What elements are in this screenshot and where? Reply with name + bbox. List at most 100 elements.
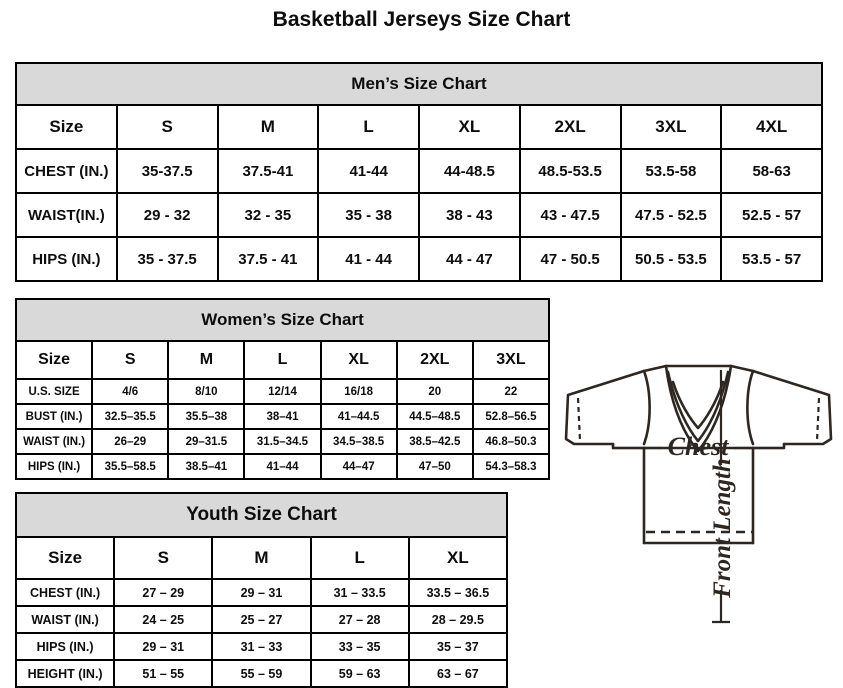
mens-chest-2xl: 48.5-53.5 xyxy=(518,148,622,194)
mens-chest-3xl: 53.5-58 xyxy=(619,148,723,194)
mens-waist-4xl: 52.5 - 57 xyxy=(720,192,823,238)
mens-hips-3xl: 50.5 - 53.5 xyxy=(619,236,723,282)
youth-waist-xl: 28 – 29.5 xyxy=(407,605,509,634)
mens-waist-3xl: 47.5 - 52.5 xyxy=(619,192,723,238)
sleeve-cuff-dashed-icon xyxy=(576,397,821,442)
womens-header-row: Size S M L XL 2XL 3XL xyxy=(14,340,551,380)
table-row: CHEST (IN.) 35-37.5 37.5-41 41-44 44-48.… xyxy=(15,148,823,194)
mens-header-s: S xyxy=(115,104,219,150)
mens-hips-s: 35 - 37.5 xyxy=(115,236,219,282)
table-row: HIPS (IN.) 35 - 37.5 37.5 - 41 41 - 44 4… xyxy=(15,236,823,282)
womens-bust-l: 38–41 xyxy=(243,403,322,430)
womens-header-l: L xyxy=(243,340,322,380)
womens-hips-l: 41–44 xyxy=(243,453,322,480)
page-title: Basketball Jerseys Size Chart xyxy=(272,8,571,31)
womens-header-3xl: 3XL xyxy=(471,340,551,380)
womens-waist-xl: 34.5–38.5 xyxy=(319,428,398,455)
womens-us-size-s: 4/6 xyxy=(91,378,170,405)
youth-waist-s: 24 – 25 xyxy=(113,605,214,634)
womens-header-m: M xyxy=(167,340,246,380)
table-row: U.S. SIZE 4/6 8/10 12/14 16/18 20 22 xyxy=(14,378,551,405)
womens-waist-m: 29–31.5 xyxy=(167,428,246,455)
mens-header-xl: XL xyxy=(418,104,521,150)
youth-header-xl: XL xyxy=(407,536,509,580)
womens-us-size-2xl: 20 xyxy=(395,378,474,405)
youth-hips-m: 31 – 33 xyxy=(211,632,312,661)
womens-hips-s: 35.5–58.5 xyxy=(91,453,170,480)
womens-row-label-bust: BUST (IN.) xyxy=(14,403,94,430)
mens-hips-4xl: 53.5 - 57 xyxy=(720,236,823,282)
table-row: HIPS (IN.) 29 – 31 31 – 33 33 – 35 35 – … xyxy=(14,632,509,661)
mens-row-label-waist: WAIST(IN.) xyxy=(15,192,118,238)
youth-waist-l: 27 – 28 xyxy=(309,605,410,634)
table-row: HEIGHT (IN.) 51 – 55 55 – 59 59 – 63 63 … xyxy=(14,659,509,688)
table-row: CHEST (IN.) 27 – 29 29 – 31 31 – 33.5 33… xyxy=(14,578,509,607)
mens-row-label-chest: CHEST (IN.) xyxy=(15,148,118,194)
womens-waist-3xl: 46.8–50.3 xyxy=(471,428,551,455)
table-row: WAIST (IN.) 26–29 29–31.5 31.5–34.5 34.5… xyxy=(14,428,551,455)
youth-row-label-chest: CHEST (IN.) xyxy=(14,578,116,607)
womens-bust-2xl: 44.5–48.5 xyxy=(395,403,474,430)
youth-chest-m: 29 – 31 xyxy=(211,578,312,607)
womens-row-label-hips: HIPS (IN.) xyxy=(14,453,94,480)
mens-header-size: Size xyxy=(15,104,118,150)
youth-chest-l: 31 – 33.5 xyxy=(309,578,410,607)
youth-height-xl: 63 – 67 xyxy=(407,659,509,688)
mens-hips-xl: 44 - 47 xyxy=(418,236,521,282)
youth-height-m: 55 – 59 xyxy=(211,659,312,688)
womens-header-2xl: 2XL xyxy=(395,340,474,380)
mens-row-label-hips: HIPS (IN.) xyxy=(15,236,118,282)
womens-us-size-l: 12/14 xyxy=(243,378,322,405)
mens-chest-xl: 44-48.5 xyxy=(418,148,521,194)
mens-waist-m: 32 - 35 xyxy=(216,192,320,238)
youth-height-s: 51 – 55 xyxy=(113,659,214,688)
mens-header-l: L xyxy=(317,104,420,150)
youth-header-l: L xyxy=(309,536,410,580)
womens-size-chart-table: Women’s Size Chart Size S M L XL 2XL 3XL… xyxy=(14,298,551,480)
youth-size-chart-table: Youth Size Chart Size S M L XL CHEST (IN… xyxy=(14,492,509,688)
womens-hips-3xl: 54.3–58.3 xyxy=(471,453,551,480)
mens-header-row: Size S M L XL 2XL 3XL 4XL xyxy=(15,104,823,150)
mens-chest-m: 37.5-41 xyxy=(216,148,320,194)
youth-hips-xl: 35 – 37 xyxy=(407,632,509,661)
youth-chart-caption: Youth Size Chart xyxy=(15,492,508,538)
mens-waist-s: 29 - 32 xyxy=(115,192,219,238)
youth-chest-s: 27 – 29 xyxy=(113,578,214,607)
front-length-measure-line-icon xyxy=(712,370,730,624)
mens-chart-caption: Men’s Size Chart xyxy=(15,62,823,106)
womens-us-size-3xl: 22 xyxy=(471,378,551,405)
womens-header-size: Size xyxy=(14,340,94,380)
table-row: HIPS (IN.) 35.5–58.5 38.5–41 41–44 44–47… xyxy=(14,453,551,480)
youth-header-m: M xyxy=(211,536,312,580)
womens-us-size-m: 8/10 xyxy=(167,378,246,405)
jersey-measurement-diagram: Chest Front Length xyxy=(556,350,841,650)
table-row: WAIST (IN.) 24 – 25 25 – 27 27 – 28 28 –… xyxy=(14,605,509,634)
womens-waist-l: 31.5–34.5 xyxy=(243,428,322,455)
womens-bust-s: 32.5–35.5 xyxy=(91,403,170,430)
mens-waist-2xl: 43 - 47.5 xyxy=(518,192,622,238)
womens-bust-xl: 41–44.5 xyxy=(319,403,398,430)
youth-caption-row: Youth Size Chart xyxy=(15,492,508,538)
womens-hips-m: 38.5–41 xyxy=(167,453,246,480)
youth-hips-l: 33 – 35 xyxy=(309,632,410,661)
womens-us-size-xl: 16/18 xyxy=(319,378,398,405)
youth-header-size: Size xyxy=(14,536,116,580)
mens-header-m: M xyxy=(216,104,320,150)
womens-bust-m: 35.5–38 xyxy=(167,403,246,430)
womens-header-s: S xyxy=(91,340,170,380)
mens-hips-l: 41 - 44 xyxy=(317,236,420,282)
table-row: WAIST(IN.) 29 - 32 32 - 35 35 - 38 38 - … xyxy=(15,192,823,238)
youth-header-row: Size S M L XL xyxy=(14,536,509,580)
youth-row-label-hips: HIPS (IN.) xyxy=(14,632,116,661)
mens-waist-l: 35 - 38 xyxy=(317,192,420,238)
womens-hips-xl: 44–47 xyxy=(319,453,398,480)
mens-caption-row: Men’s Size Chart xyxy=(15,62,823,106)
mens-chest-s: 35-37.5 xyxy=(115,148,219,194)
mens-header-4xl: 4XL xyxy=(720,104,823,150)
youth-row-label-waist: WAIST (IN.) xyxy=(14,605,116,634)
mens-hips-m: 37.5 - 41 xyxy=(216,236,320,282)
womens-row-label-waist: WAIST (IN.) xyxy=(14,428,94,455)
mens-chest-l: 41-44 xyxy=(317,148,420,194)
youth-header-s: S xyxy=(113,536,214,580)
mens-hips-2xl: 47 - 50.5 xyxy=(518,236,622,282)
